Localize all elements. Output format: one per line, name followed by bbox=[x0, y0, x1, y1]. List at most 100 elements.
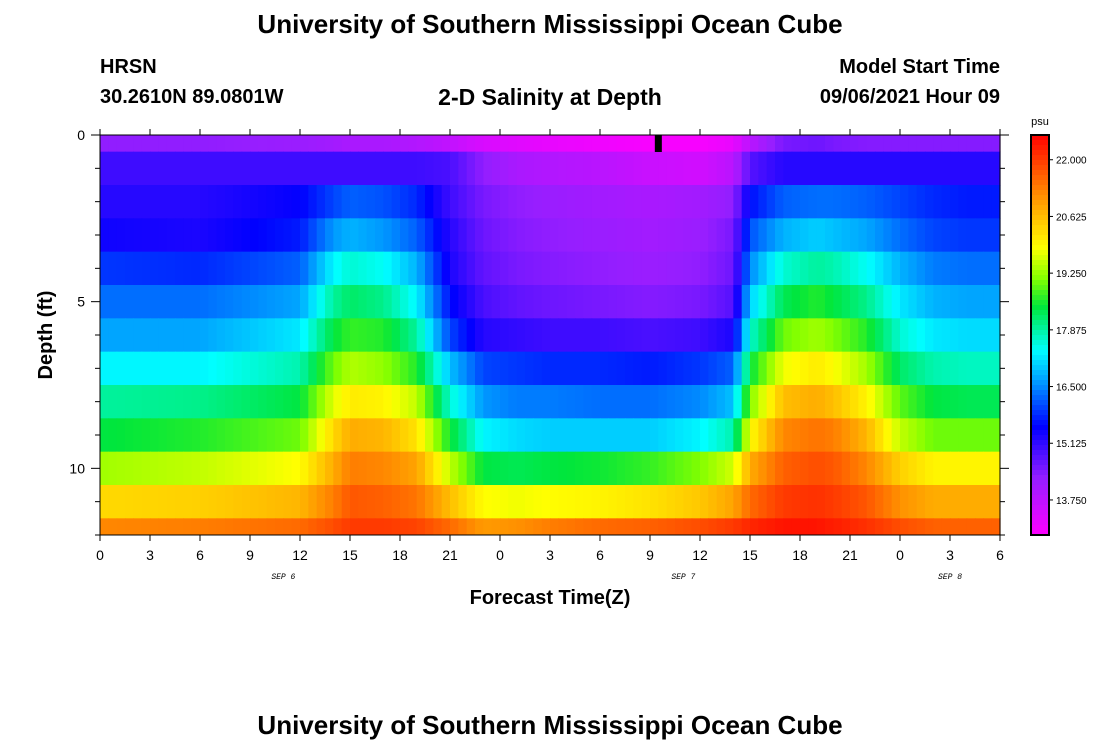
heatmap-cell bbox=[458, 251, 468, 286]
heatmap-cell bbox=[550, 318, 559, 353]
heatmap-cell bbox=[183, 151, 193, 186]
colorbar-segment bbox=[1031, 310, 1049, 316]
heatmap-cell bbox=[358, 485, 368, 519]
heatmap-cell bbox=[466, 485, 476, 519]
heatmap-cell bbox=[866, 385, 876, 419]
heatmap-cell bbox=[850, 451, 859, 486]
heatmap-cell bbox=[350, 451, 359, 486]
heatmap-cell bbox=[775, 518, 784, 536]
heatmap-cell bbox=[641, 451, 651, 486]
heatmap-cell bbox=[400, 418, 409, 453]
heatmap-cell bbox=[216, 185, 226, 219]
heatmap-cell bbox=[275, 185, 284, 219]
heatmap-cell bbox=[516, 485, 526, 519]
heatmap-cell bbox=[450, 518, 459, 536]
heatmap-cell bbox=[966, 351, 976, 386]
heatmap-cell bbox=[325, 135, 334, 153]
heatmap-cell bbox=[458, 135, 468, 153]
heatmap-cell bbox=[941, 485, 951, 519]
heatmap-cell bbox=[650, 285, 659, 319]
heatmap-cell bbox=[416, 151, 426, 186]
heatmap-cell bbox=[366, 351, 376, 386]
heatmap-cell bbox=[491, 151, 501, 186]
heatmap-cell bbox=[550, 251, 559, 286]
heatmap-cell bbox=[575, 485, 584, 519]
x-tick-label: 3 bbox=[146, 547, 154, 563]
heatmap-cell bbox=[766, 285, 776, 319]
heatmap-cell bbox=[341, 451, 351, 486]
heatmap-cell bbox=[500, 135, 509, 153]
heatmap-cell bbox=[208, 135, 218, 153]
heatmap-cell bbox=[675, 185, 684, 219]
heatmap-cell bbox=[641, 318, 651, 353]
colorbar-tick-label: 20.625 bbox=[1056, 212, 1087, 223]
heatmap-cell bbox=[733, 385, 743, 419]
colorbar-segment bbox=[1031, 500, 1049, 506]
heatmap-cell bbox=[316, 418, 326, 453]
heatmap-cell bbox=[450, 135, 459, 153]
heatmap-cell bbox=[833, 351, 843, 386]
heatmap-cell bbox=[416, 418, 426, 453]
colorbar-segment bbox=[1031, 295, 1049, 301]
heatmap-cell bbox=[150, 351, 159, 386]
heatmap-cell bbox=[950, 418, 959, 453]
heatmap-cell bbox=[258, 285, 268, 319]
heatmap-cell bbox=[883, 385, 893, 419]
heatmap-cell bbox=[891, 518, 901, 536]
heatmap-cell bbox=[925, 518, 934, 536]
heatmap-cell bbox=[850, 218, 859, 253]
heatmap-cell bbox=[608, 151, 618, 186]
heatmap-cell bbox=[308, 518, 318, 536]
heatmap-cell bbox=[983, 151, 993, 186]
heatmap-cell bbox=[275, 318, 284, 353]
heatmap-cell bbox=[366, 285, 376, 319]
heatmap-cell bbox=[700, 285, 709, 319]
heatmap-cell bbox=[750, 518, 759, 536]
heatmap-cell bbox=[191, 218, 201, 253]
heatmap-cell bbox=[791, 285, 801, 319]
heatmap-cell bbox=[591, 385, 601, 419]
heatmap-cell bbox=[883, 135, 893, 153]
heatmap-cell bbox=[966, 451, 976, 486]
heatmap-cell bbox=[358, 151, 368, 186]
heatmap-cell bbox=[633, 351, 643, 386]
heatmap-cell bbox=[791, 218, 801, 253]
heatmap-cell bbox=[991, 135, 1001, 153]
heatmap-cell bbox=[525, 151, 534, 186]
heatmap-cell bbox=[233, 251, 243, 286]
heatmap-cell bbox=[925, 318, 934, 353]
heatmap-cell bbox=[466, 135, 476, 153]
heatmap-cell bbox=[808, 285, 818, 319]
heatmap-cell bbox=[266, 518, 276, 536]
heatmap-cell bbox=[133, 418, 143, 453]
colorbar-segment bbox=[1031, 355, 1049, 361]
heatmap-cell bbox=[116, 251, 126, 286]
heatmap-cell bbox=[200, 218, 209, 253]
x-tick-label: 6 bbox=[596, 547, 604, 563]
colorbar-segment bbox=[1031, 260, 1049, 266]
heatmap-cell bbox=[133, 251, 143, 286]
heatmap-cell bbox=[566, 385, 576, 419]
heatmap-cell bbox=[250, 251, 259, 286]
heatmap-cell bbox=[375, 251, 384, 286]
heatmap-cell bbox=[625, 285, 634, 319]
colorbar-segment bbox=[1031, 175, 1049, 181]
heatmap-cell bbox=[691, 418, 701, 453]
heatmap-cell bbox=[908, 451, 918, 486]
heatmap-cell bbox=[808, 485, 818, 519]
heatmap-cell bbox=[316, 218, 326, 253]
heatmap-cell bbox=[833, 385, 843, 419]
heatmap-cell bbox=[641, 485, 651, 519]
heatmap-cell bbox=[716, 351, 726, 386]
heatmap-cell bbox=[200, 185, 209, 219]
heatmap-cell bbox=[966, 185, 976, 219]
heatmap-cell bbox=[983, 418, 993, 453]
heatmap-cell bbox=[191, 351, 201, 386]
heatmap-cell bbox=[300, 151, 309, 186]
heatmap-cell bbox=[558, 151, 568, 186]
heatmap-cell bbox=[275, 418, 284, 453]
heatmap-cell bbox=[625, 318, 634, 353]
heatmap-cell bbox=[425, 385, 434, 419]
heatmap-cell bbox=[625, 351, 634, 386]
